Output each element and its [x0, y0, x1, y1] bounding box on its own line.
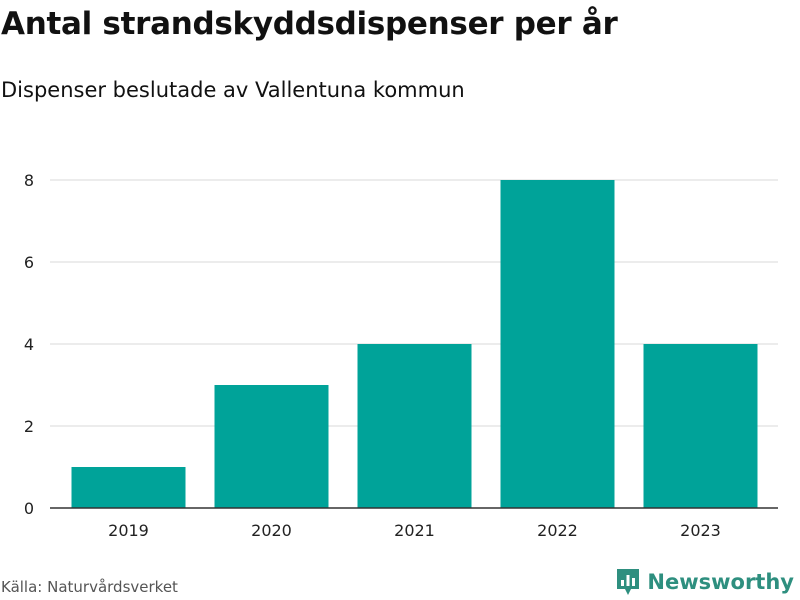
y-tick-label: 8: [24, 171, 34, 190]
x-tick-label: 2023: [680, 521, 721, 540]
x-tick-label: 2021: [394, 521, 435, 540]
x-tick-label: 2020: [251, 521, 292, 540]
bar-2021: [357, 344, 472, 508]
bar-2022: [500, 180, 615, 508]
brand-name: Newsworthy: [647, 570, 794, 594]
axes: 0 2 4 6 8 2019 2020 2021 2022 2023: [24, 171, 778, 540]
chart-subtitle: Dispenser beslutade av Vallentuna kommun: [1, 78, 465, 102]
bar-2020: [214, 385, 329, 508]
x-tick-label: 2022: [537, 521, 578, 540]
y-tick-label: 6: [24, 253, 34, 272]
chart-title: Antal strandskyddsdispenser per år: [1, 6, 618, 42]
bar-2019: [71, 467, 186, 508]
x-tick-label: 2019: [108, 521, 149, 540]
brand-logo: Newsworthy: [615, 567, 794, 597]
bar-2023: [643, 344, 758, 508]
source-note: Källa: Naturvårdsverket: [1, 578, 178, 596]
newsworthy-logo-icon: [617, 569, 640, 595]
y-tick-label: 0: [24, 499, 34, 518]
y-tick-label: 4: [24, 335, 34, 354]
y-tick-label: 2: [24, 417, 34, 436]
bars: [71, 180, 758, 508]
